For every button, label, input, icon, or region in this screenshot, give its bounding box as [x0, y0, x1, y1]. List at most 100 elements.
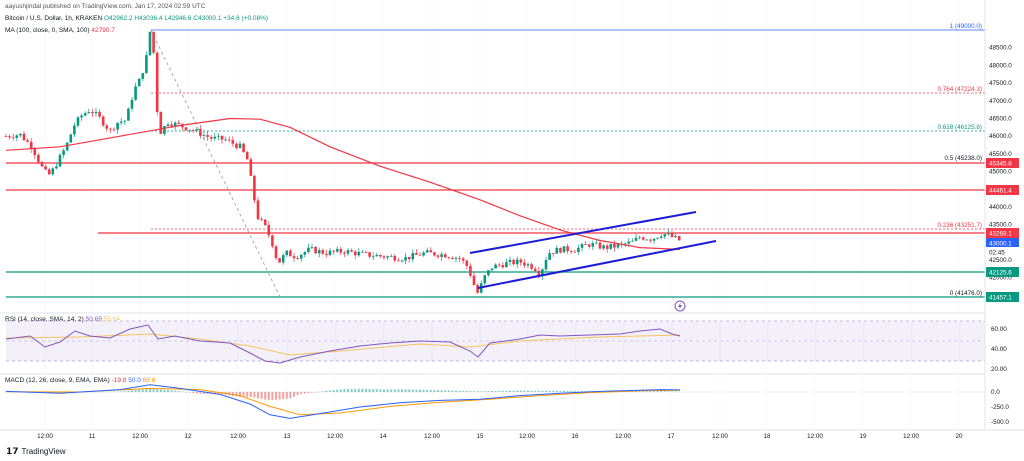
rsi-legend[interactable]: RSI (14, close, SMA, 14, 2) 50.69 55.54 [5, 316, 120, 323]
time-tick: 12:00 [132, 433, 148, 440]
fib-retracement[interactable]: 1 (49000.0) 0.764 (47224.3) 0.618 (46125.8… [151, 23, 985, 297]
candle-body [94, 111, 98, 114]
candle-body [631, 240, 634, 242]
macd-hist-bar [361, 388, 364, 392]
time-tick: 11 [89, 433, 96, 440]
macd-hist-bar [559, 390, 562, 392]
candle-body [494, 264, 497, 269]
macd-hist-bar [465, 391, 468, 392]
macd-hist-bar [260, 392, 263, 399]
candle-body [411, 253, 415, 260]
macd-hist-bar [336, 389, 339, 392]
macd-hist-bar [491, 391, 493, 392]
candle-body [418, 254, 422, 256]
price-badge-label: 44461.4 [989, 188, 1012, 195]
macd-hist-bar [159, 389, 162, 392]
tradingview-logo-icon[interactable]: 𝟭𝟳 [6, 446, 19, 456]
macd-hist-bar [357, 388, 360, 392]
candle-body [76, 117, 80, 126]
lightning-icon[interactable] [674, 300, 686, 312]
price-badge-label: 43000.1 [989, 241, 1012, 248]
time-tick: 12:00 [903, 433, 919, 440]
time-tick: 13 [283, 433, 291, 440]
macd-hist-bar [264, 392, 267, 400]
candle-body [350, 250, 353, 252]
macd-hist-bar [350, 388, 353, 392]
candle-body [227, 139, 231, 141]
candle-body [544, 259, 548, 270]
macd-hist-bar [512, 390, 515, 392]
macd-hist-bar [332, 390, 335, 392]
macd-tick: -500.0 [991, 419, 1009, 426]
macd-hist-bar [487, 391, 490, 392]
rsi-tick: 40.00 [991, 346, 1007, 353]
candle-body [638, 237, 641, 239]
fib-level-label: 1 (49000.0) [950, 23, 982, 30]
ohlc-values: O42962.2 H43036.4 L42946.6 C43000.1 +34.… [104, 15, 269, 22]
candle-body [598, 242, 602, 249]
candle-body [429, 250, 433, 253]
macd-hist-bar [293, 392, 295, 397]
candle-body [134, 86, 137, 100]
fib-trend-line[interactable] [150, 29, 281, 298]
macd-hist-bar [401, 389, 403, 392]
channel-upper-line[interactable] [469, 211, 697, 254]
candle-body [285, 250, 289, 256]
time-axis[interactable]: 12:00 11 12:00 12 12:00 13 12:00 14 12:00 15 12:00… [37, 433, 963, 440]
macd-hist-bar [440, 390, 443, 392]
macd-legend[interactable]: MACD (12, 26, close, 9, EMA, EMA) -19.8 … [5, 377, 155, 384]
macd-hist-bar [548, 390, 551, 392]
macd-hist-bar [422, 389, 425, 392]
candle-body [465, 260, 469, 266]
ma-legend[interactable]: MA (100, close, 0, SMA, 100) 42790.7 [5, 27, 115, 34]
macd-hist-bar [663, 391, 666, 392]
candle-body [361, 251, 364, 253]
candle-body [573, 251, 577, 253]
candle-body [652, 238, 656, 241]
candle-body [231, 140, 235, 144]
macd-hist-bar [145, 388, 148, 392]
candle-body [497, 264, 501, 266]
candle-body [224, 139, 227, 141]
macd-hist-bar [437, 390, 439, 392]
candle-body [296, 258, 299, 259]
channel-lower-line[interactable] [477, 240, 717, 289]
rsi-scale[interactable]: 60.00 40.00 20.00 [991, 326, 1007, 373]
macd-hist-bar [163, 389, 166, 392]
macd-scale[interactable]: 0.0 -250.0 -500.0 [991, 389, 1009, 426]
candle-body [191, 130, 195, 131]
footer: 𝟭𝟳 TradingView [6, 446, 66, 457]
macd-hist-bar [462, 390, 465, 392]
candle-body [19, 133, 22, 136]
macd-hist-bar [397, 389, 400, 392]
candle-body [15, 135, 19, 138]
candle-body [602, 245, 605, 249]
candle-body [551, 253, 555, 254]
candle-body [512, 259, 515, 265]
macd-hist-bar [527, 390, 529, 392]
macd-hist-bar [141, 389, 144, 392]
candle-body [321, 250, 325, 254]
macd-hist-bar [642, 391, 645, 392]
candle-body [260, 219, 263, 221]
candle-body [69, 134, 73, 143]
candle-body [40, 161, 44, 167]
macd-hist-bar [473, 391, 475, 392]
price-scale[interactable]: 48500.0 48000.0 47500.0 47000.0 46500.0 46000… [989, 45, 1012, 300]
macd-hist-bar [656, 391, 659, 392]
candle-body [4, 136, 8, 137]
price-badge [986, 267, 1019, 277]
rsi-value: 50.69 [85, 316, 102, 323]
candle-body [487, 270, 490, 276]
candle-body [454, 257, 458, 259]
candle-body [195, 129, 199, 131]
candle-body [407, 256, 411, 260]
symbol-title[interactable]: Bitcoin / U.S. Dollar, 1h, KRAKEN [5, 15, 103, 22]
candle-body [425, 250, 429, 253]
candle-body [130, 99, 134, 109]
macd-hist-bar [300, 392, 303, 394]
candle-body [328, 250, 332, 255]
candle-body [663, 234, 667, 237]
macd-hist-bar [289, 392, 292, 399]
